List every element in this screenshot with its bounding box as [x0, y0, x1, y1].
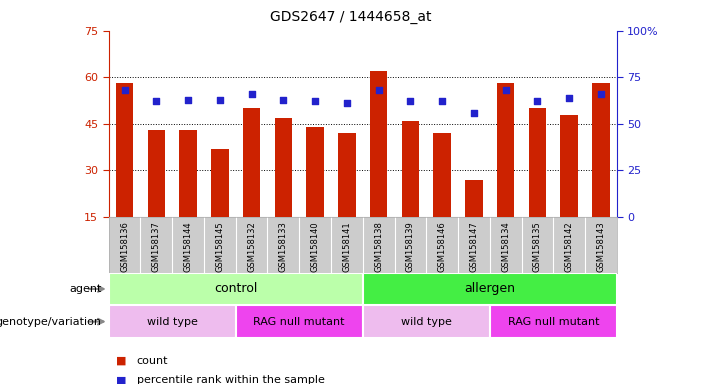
Text: GSM158145: GSM158145	[215, 222, 224, 272]
Text: ■: ■	[116, 375, 126, 384]
Text: GSM158140: GSM158140	[311, 222, 320, 272]
Bar	[363, 273, 617, 305]
Point	[215, 96, 226, 103]
Text: GSM158141: GSM158141	[342, 222, 351, 272]
Bar	[592, 83, 610, 217]
Bar	[561, 114, 578, 217]
Bar	[116, 83, 133, 217]
Bar	[109, 273, 363, 305]
Bar	[338, 133, 355, 217]
Text: GSM158146: GSM158146	[437, 222, 447, 272]
Point	[151, 98, 162, 104]
Text: wild type: wild type	[147, 316, 198, 327]
Point	[246, 91, 257, 97]
Text: ■: ■	[116, 356, 126, 366]
Point	[278, 96, 289, 103]
Text: wild type: wild type	[401, 316, 451, 327]
Bar	[179, 130, 197, 217]
Text: GSM158139: GSM158139	[406, 222, 415, 272]
Text: GDS2647 / 1444658_at: GDS2647 / 1444658_at	[270, 10, 431, 23]
Bar	[306, 127, 324, 217]
Bar	[243, 108, 260, 217]
Bar	[529, 108, 546, 217]
Text: GSM158144: GSM158144	[184, 222, 193, 272]
Bar	[465, 180, 483, 217]
Text: RAG null mutant: RAG null mutant	[508, 316, 599, 327]
Bar	[402, 121, 419, 217]
Text: percentile rank within the sample: percentile rank within the sample	[137, 375, 325, 384]
Point	[532, 98, 543, 104]
Point	[437, 98, 448, 104]
Bar	[370, 71, 388, 217]
Text: GSM158134: GSM158134	[501, 222, 510, 272]
Text: GSM158132: GSM158132	[247, 222, 256, 272]
Text: GSM158142: GSM158142	[565, 222, 573, 272]
Text: GSM158136: GSM158136	[120, 222, 129, 272]
Bar	[275, 118, 292, 217]
Bar	[497, 83, 515, 217]
Text: GSM158133: GSM158133	[279, 222, 288, 272]
Point	[500, 87, 511, 93]
Bar	[211, 149, 229, 217]
Point	[341, 100, 353, 106]
Point	[310, 98, 321, 104]
Point	[373, 87, 384, 93]
Point	[404, 98, 416, 104]
Point	[119, 87, 130, 93]
Text: agent: agent	[69, 284, 102, 294]
Text: allergen: allergen	[464, 283, 515, 295]
Point	[182, 96, 193, 103]
Text: control: control	[214, 283, 257, 295]
Text: GSM158138: GSM158138	[374, 222, 383, 272]
Bar	[433, 133, 451, 217]
Point	[468, 109, 479, 116]
Bar	[363, 305, 490, 338]
Text: genotype/variation: genotype/variation	[0, 316, 102, 327]
Bar	[490, 305, 617, 338]
Point	[564, 95, 575, 101]
Text: GSM158137: GSM158137	[152, 222, 161, 272]
Text: count: count	[137, 356, 168, 366]
Text: GSM158135: GSM158135	[533, 222, 542, 272]
Bar	[109, 305, 236, 338]
Bar	[148, 130, 165, 217]
Text: RAG null mutant: RAG null mutant	[254, 316, 345, 327]
Bar	[236, 305, 363, 338]
Text: GSM158143: GSM158143	[597, 222, 606, 272]
Text: GSM158147: GSM158147	[470, 222, 479, 272]
Point	[595, 91, 606, 97]
